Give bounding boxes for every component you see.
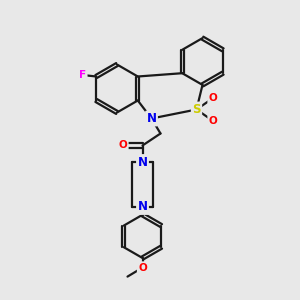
Text: O: O [208, 93, 217, 103]
Text: O: O [208, 116, 217, 126]
Text: N: N [137, 155, 148, 169]
Text: F: F [79, 70, 86, 80]
Text: O: O [138, 262, 147, 273]
Text: O: O [118, 140, 127, 151]
Text: N: N [137, 200, 148, 214]
Text: S: S [192, 103, 201, 116]
Text: N: N [146, 112, 157, 125]
